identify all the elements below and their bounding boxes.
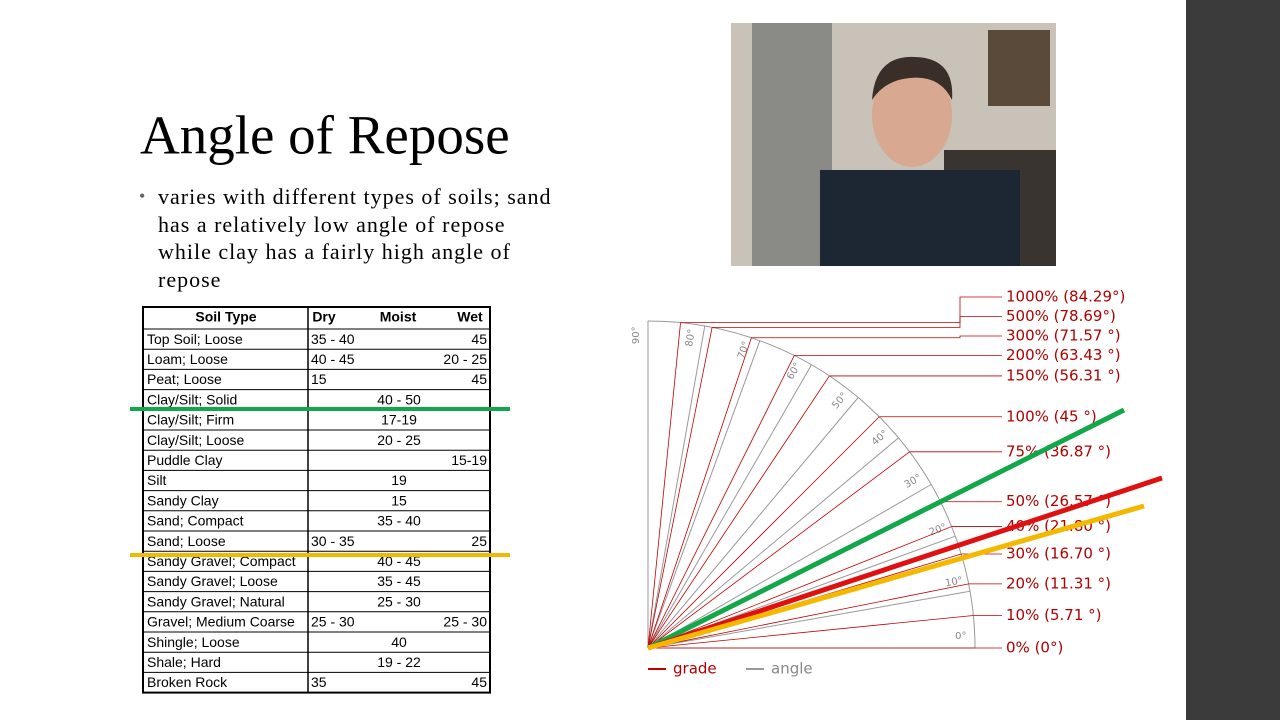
angle-spoke [647, 340, 761, 649]
cell: Sand; Compact [147, 513, 244, 529]
grade-label: 10% (5.71 °) [1006, 606, 1101, 624]
cell: Sand; Loose [147, 533, 226, 549]
angle-label: 40° [870, 428, 891, 448]
grade-line [647, 337, 752, 649]
grade-label: 100% (45 °) [1006, 407, 1097, 425]
grade-line [647, 322, 681, 649]
cell: 40 [391, 634, 407, 650]
cell: 19 - 22 [377, 654, 421, 670]
grade-leader [712, 316, 1002, 328]
cell: 15 [311, 371, 327, 387]
cell: 25 - 30 [443, 614, 487, 630]
cell: Sandy Gravel; Compact [147, 553, 296, 569]
angle-label: 20° [928, 522, 948, 538]
cell: 45 [471, 331, 487, 347]
cell: 25 - 30 [311, 614, 355, 630]
grade-line [647, 526, 952, 649]
cell: 35 - 40 [311, 331, 355, 347]
header-cell: Wet [457, 309, 483, 325]
cell: Sandy Gravel; Loose [147, 573, 278, 589]
grade-label: 0% (0°) [1006, 639, 1063, 657]
cell: 40 - 50 [377, 391, 421, 407]
cell: 45 [471, 674, 487, 690]
cell: Clay/Silt; Solid [147, 391, 237, 407]
angle-spoke [647, 590, 971, 649]
cell: 35 [311, 674, 327, 690]
angle-spoke [647, 397, 859, 649]
grade-line [647, 451, 910, 649]
cell: Puddle Clay [147, 452, 223, 468]
table-border [142, 306, 491, 694]
cell: 25 - 30 [377, 593, 421, 609]
header-cell: Soil Type [195, 309, 256, 325]
angle-label: 0° [955, 631, 966, 642]
grade-line [647, 375, 830, 649]
legend-label: grade [673, 660, 717, 678]
cell: Top Soil; Loose [147, 331, 243, 347]
annotation-line [646, 407, 1126, 651]
grade-label: 300% (71.57 °) [1006, 327, 1121, 345]
cell: 20 - 25 [443, 351, 487, 367]
header-cell: Moist [380, 309, 417, 325]
grade-line [647, 416, 880, 649]
cell: 17-19 [381, 412, 417, 428]
cell: Silt [147, 472, 167, 488]
grade-line [647, 583, 969, 649]
grade-leader [680, 296, 1002, 324]
grade-leader [751, 335, 1002, 339]
grade-label: 500% (78.69°) [1006, 307, 1116, 325]
grade-line [647, 615, 974, 649]
slide-title: Angle of Repose [140, 105, 510, 166]
grade-label: 1000% (84.29°) [1006, 288, 1125, 306]
cell: Clay/Silt; Firm [147, 412, 234, 428]
angle-label: 50° [830, 391, 850, 412]
cell: 15-19 [451, 452, 487, 468]
angle-label: 10° [944, 575, 963, 589]
cell: 35 - 40 [377, 513, 421, 529]
grade-label: 30% (16.70 °) [1006, 545, 1111, 563]
cell: 15 [391, 492, 407, 508]
cell: Sandy Gravel; Natural [147, 593, 285, 609]
header-cell: Dry [312, 309, 336, 325]
angle-label: 80° [684, 328, 698, 347]
cell: 25 [471, 533, 487, 549]
bullet-marker: • [139, 186, 146, 206]
soil-table: Soil Type Dry Moist Wet Top Soil; Loose 35 - … [142, 306, 491, 694]
cell: 40 - 45 [311, 351, 355, 367]
cell: Broken Rock [147, 674, 228, 690]
angle-spoke [647, 325, 706, 649]
grade-line [647, 327, 713, 649]
bullet-text: varies with different types of soils; sa… [158, 184, 552, 292]
angle-label: 60° [785, 361, 803, 382]
cell: 40 - 45 [377, 553, 421, 569]
cell: 19 [391, 472, 407, 488]
cell: Sandy Clay [147, 492, 219, 508]
angle-label: 30° [903, 472, 924, 490]
cell: 20 - 25 [377, 432, 421, 448]
cell: Shingle; Loose [147, 634, 240, 650]
cell: Gravel; Medium Coarse [147, 614, 295, 630]
legend-label: angle [771, 660, 813, 678]
angle-spoke [647, 364, 812, 649]
cell: Clay/Silt; Loose [147, 432, 244, 448]
webcam [731, 23, 1056, 266]
grade-line [647, 355, 795, 649]
cell: 45 [471, 371, 487, 387]
grade-label: 150% (56.31 °) [1006, 366, 1121, 384]
angle-label: 90° [631, 326, 642, 344]
cell: 30 - 35 [311, 533, 355, 549]
grade-label: 200% (63.43 °) [1006, 346, 1121, 364]
grade-label: 20% (11.31 °) [1006, 574, 1111, 592]
cell: Loam; Loose [147, 351, 228, 367]
angle-spoke [647, 484, 932, 649]
side-bar [1186, 0, 1280, 720]
annotation-line [647, 475, 1163, 651]
cell: 35 - 45 [377, 573, 421, 589]
angle-spoke [647, 437, 899, 649]
cell: Peat; Loose [147, 371, 222, 387]
cell: Shale; Hard [147, 654, 221, 670]
annotation-line [647, 503, 1145, 651]
